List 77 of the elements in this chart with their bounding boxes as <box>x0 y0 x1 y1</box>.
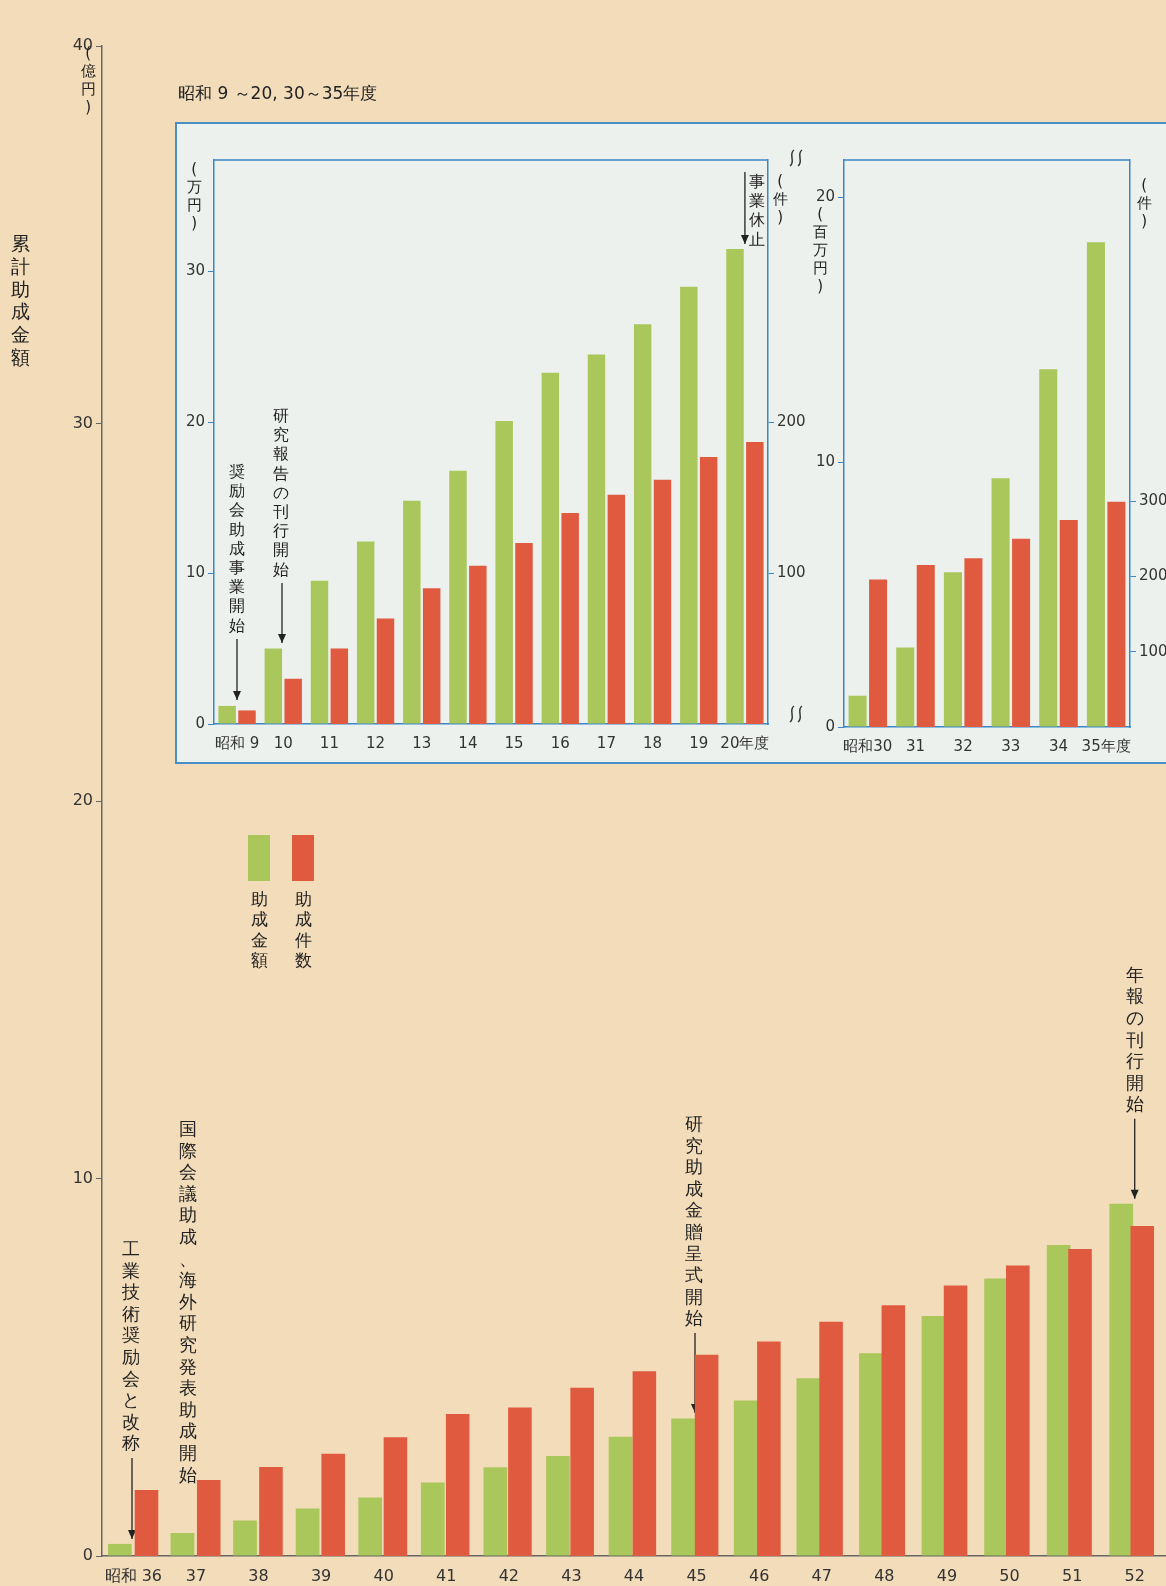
x-tick-label: 45 <box>686 1565 707 1585</box>
y2-axis-title: (件) <box>772 172 789 226</box>
x-tick-label: 32 <box>953 736 973 755</box>
x-tick-label: 35年度 <box>1081 736 1131 755</box>
text: 助成件数 <box>293 889 313 971</box>
x-tick-label: 31 <box>905 736 926 755</box>
annotation: 年報の刊行開始 <box>1124 963 1145 1115</box>
bar <box>321 1453 345 1556</box>
x-tick-label: 15 <box>504 733 524 752</box>
x-tick-label: 40 <box>373 1565 394 1585</box>
text: 研究報告の刊行開始 <box>272 406 289 579</box>
x-tick-label: 17 <box>596 733 616 752</box>
x-tick-label: 20年度 <box>720 733 770 752</box>
x-tick-label: 12 <box>366 733 386 752</box>
y-tick-label: 20 <box>815 186 835 205</box>
text: 国際会議助成、海外研究発表助成開始 <box>178 1118 197 1485</box>
x-tick-label: 34 <box>1048 736 1069 755</box>
y2-tick-label: 100 <box>1139 641 1166 660</box>
x-tick-label: 48 <box>874 1565 895 1585</box>
x-tick-label: 16 <box>550 733 570 752</box>
y-axis-title: (万円) <box>186 160 203 232</box>
bar <box>108 1543 132 1556</box>
y-axis-title: 累計助成金額 <box>10 232 31 369</box>
x-tick-label: 43 <box>561 1565 582 1585</box>
x-tick-label: 33 <box>1001 736 1021 755</box>
x-tick-label: 昭和 9 <box>214 733 260 752</box>
y2-tick-label: 200 <box>777 412 806 431</box>
x-tick-label: 38 <box>248 1565 269 1585</box>
y-tick-label: 10 <box>815 451 835 470</box>
bar <box>848 695 867 727</box>
bar <box>170 1532 195 1556</box>
annotation: 事業休止 <box>747 172 766 249</box>
x-tick-label: 昭和 36 <box>104 1565 163 1585</box>
x-tick-label: 10 <box>273 733 293 752</box>
text: 工業技術奨励会と改称 <box>121 1238 140 1454</box>
bar <box>383 1437 408 1556</box>
text: 助成金額 <box>249 889 269 971</box>
x-tick-label: 14 <box>458 733 478 752</box>
y-tick-label: 10 <box>72 1167 93 1187</box>
y-tick-label: 0 <box>825 716 835 735</box>
x-tick-label: 昭和30 <box>843 736 893 755</box>
y-tick-label: 30 <box>72 412 93 432</box>
text: 奨励会助成事業開始 <box>228 462 245 635</box>
bar <box>259 1466 283 1556</box>
x-tick-label: 41 <box>436 1565 457 1585</box>
x-tick-label: 46 <box>749 1565 770 1585</box>
chart-title: 昭和 9 ～20, 30～35年度 <box>178 82 378 105</box>
y-tick-label: 0 <box>195 713 205 732</box>
bar <box>196 1480 221 1556</box>
x-tick-label: 47 <box>811 1565 832 1585</box>
y-tick-label: 30 <box>185 261 205 280</box>
x-tick-label: 37 <box>185 1565 207 1585</box>
x-tick-label: 49 <box>936 1565 958 1585</box>
bar <box>869 579 888 727</box>
x-tick-label: 18 <box>643 733 663 752</box>
y-tick-label: 20 <box>185 412 205 431</box>
bar <box>916 565 935 727</box>
bar <box>134 1490 159 1556</box>
x-tick-label: 42 <box>498 1565 519 1585</box>
y-tick-label: 0 <box>82 1545 93 1565</box>
x-tick-label: 11 <box>319 733 339 752</box>
text: 研究助成金贈呈式開始 <box>684 1113 703 1329</box>
x-tick-label: 44 <box>623 1565 645 1585</box>
y2-axis-title: (件) <box>1136 176 1153 230</box>
x-tick-label: 13 <box>412 733 432 752</box>
x-tick-label: 50 <box>999 1565 1020 1585</box>
y-tick-label: 10 <box>185 563 205 582</box>
y2-tick-label: 300 <box>1139 490 1166 509</box>
y2-tick-label: 100 <box>777 563 806 582</box>
bar <box>1086 242 1105 727</box>
x-tick-label: 39 <box>310 1565 332 1585</box>
y-axis-title: (百万円) <box>812 205 829 295</box>
x-tick-label: 51 <box>1061 1565 1083 1585</box>
y2-tick-label: 200 <box>1139 566 1166 585</box>
x-tick-label: 19 <box>689 733 709 752</box>
y-tick-label: 20 <box>72 790 93 810</box>
x-tick-label: 52 <box>1124 1565 1145 1585</box>
